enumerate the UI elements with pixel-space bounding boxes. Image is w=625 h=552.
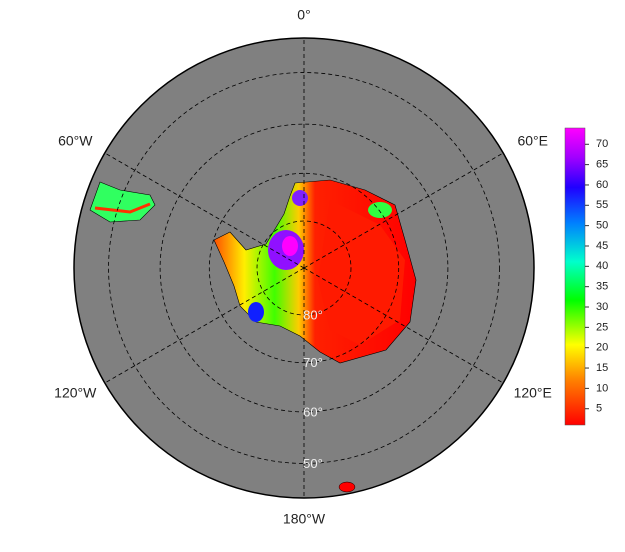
latitude-label: 50°	[303, 456, 323, 471]
ross-peak	[282, 236, 298, 256]
island	[338, 481, 356, 493]
longitude-label: 60°E	[517, 133, 548, 149]
east-antarctica-core	[318, 200, 405, 345]
graticule	[104, 38, 504, 498]
data-layer	[89, 179, 417, 493]
colorbar-tick-label: 15	[596, 362, 608, 374]
west-blue	[248, 302, 264, 322]
longitude-label: 0°	[297, 7, 310, 23]
south-america-edge	[94, 202, 151, 214]
colorbar-tick-label: 70	[596, 138, 608, 150]
colorbar-tick-label: 55	[596, 199, 608, 211]
colorbar-tick-label: 25	[596, 321, 608, 333]
colorbar-tick-label: 60	[596, 179, 608, 191]
colorbar-tick-label: 35	[596, 281, 608, 293]
colorbar-tick-label: 40	[596, 260, 608, 272]
colorbar-tick-label: 45	[596, 240, 608, 252]
latitude-circle	[108, 72, 500, 464]
graticule-labels: 80° 70° 60° 50° 0° 60°E 120°E 180°W 120°W 60°W	[54, 7, 552, 527]
longitude-label: 60°W	[58, 133, 93, 149]
latitude-circle	[256, 220, 352, 316]
latitude-label: 80°	[303, 307, 323, 322]
colorbar-ramp	[564, 127, 586, 426]
coast-green	[368, 202, 392, 218]
latitude-label: 70°	[303, 355, 323, 370]
meridian	[303, 267, 504, 384]
south-america	[89, 181, 156, 223]
colorbar-tick-label: 50	[596, 220, 608, 232]
meridian	[104, 152, 305, 269]
longitude-label: 180°W	[283, 511, 326, 527]
longitude-label: 120°W	[54, 385, 97, 401]
colorbar-tick-label: 65	[596, 159, 608, 171]
meridian	[303, 152, 504, 269]
colorbar: 5 10 15 20 25 30 35 40 45 50 55 60 65 70	[564, 127, 608, 426]
latitude-label: 60°	[303, 404, 323, 419]
colorbar-tick-label: 10	[596, 382, 608, 394]
colorbar-tick-label: 20	[596, 342, 608, 354]
colorbar-tick-label: 30	[596, 301, 608, 313]
colorbar-tick-label: 5	[596, 403, 602, 415]
north-blue	[292, 190, 308, 206]
longitude-label: 120°E	[514, 385, 552, 401]
meridian	[104, 267, 305, 384]
